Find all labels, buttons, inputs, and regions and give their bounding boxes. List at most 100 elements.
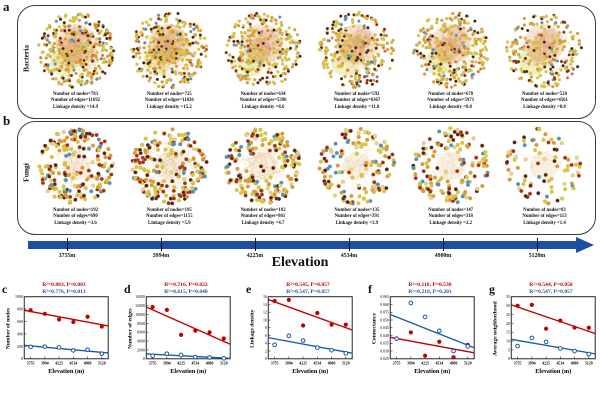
fungi-stats: R²=0.547, P=0.057 (286, 288, 330, 295)
bacteria-point (572, 325, 577, 330)
bacteria-network-graph (411, 11, 489, 89)
y-tick-label: 20 (506, 322, 510, 326)
fungi-point (408, 300, 414, 306)
bacteria-stats: R²=0.883, P=0.003 (42, 282, 86, 288)
bacteria-regression-line (511, 304, 596, 335)
y-tick-label: 4 (265, 342, 267, 346)
y-tick-label: 0 (265, 357, 267, 361)
scatter-plot-d: Number of edges 0 2000 4000 6000 8000 10000 120… (128, 295, 231, 375)
fungi-point (286, 333, 292, 339)
fungi-point (572, 348, 577, 354)
fungi-regression-line (268, 336, 353, 354)
bacteria-point (221, 336, 226, 341)
x-tick-label: 4900 (571, 361, 579, 365)
network-dots (505, 13, 584, 89)
panel-e-letter: e (246, 282, 252, 296)
y-tick-label: 30 (506, 304, 510, 308)
caption-edges: Number of edges=690 (53, 214, 98, 220)
fungi-network-row: Number of nodes=192 Number of edges=690 Li… (30, 125, 590, 227)
fungi-regression-line (146, 353, 231, 360)
fungi-network-4900m: Number of nodes=147 Number of edges=318 Li… (405, 125, 496, 227)
elevation-tick-mark (537, 238, 539, 251)
caption-edges: Number of edges=113 (522, 214, 567, 220)
caption-nodes: Number of nodes=520 (521, 92, 567, 97)
fungi-point (164, 351, 170, 357)
fungi-network-graph (410, 126, 490, 205)
fungi-stats: R²=0.547, P=0.057 (529, 288, 573, 295)
x-axis-label: Elevation (m) (292, 368, 328, 375)
fungi-point (422, 314, 428, 320)
fungi-point (272, 342, 277, 348)
caption-nodes: Number of nodes=192 (52, 208, 99, 213)
fungi-point (178, 352, 184, 358)
scatter-plot-f: Connectance 0.025 0.030 0.035 0.040 0.045 0.05… (372, 295, 475, 375)
y-tick-label: 12000 (135, 304, 145, 308)
x-tick-label: 3994 (163, 361, 171, 365)
caption-edges: Number of edges=391 (334, 214, 380, 220)
bacteria-point (56, 317, 62, 322)
x-tick-label: 3994 (41, 361, 49, 365)
scatter-plot-g: Average neighborhood 0 5 10 15 20 25 30 35 3755 39… (493, 295, 596, 375)
fungi-point (558, 346, 563, 351)
bacteria-network-graph (130, 11, 209, 90)
caption-linkage: Linkage density =1.4 (523, 220, 566, 226)
caption-nodes: Number of nodes=195 (146, 208, 192, 213)
network-caption: Number of nodes=195 Number of edges=1155 L… (146, 208, 193, 227)
caption-linkage: Linkage density =8.8 (429, 104, 472, 110)
caption-linkage: Linkage density =8.8 (523, 104, 566, 110)
scatter-plot-e: Linkage density 0 2 4 6 8 10 12 14 16 3755 3994 4225… (250, 295, 353, 375)
bacteria-network-5120m: Number of nodes=520 Number of edges=4561 L… (499, 9, 590, 111)
x-tick-label: 5120 (342, 361, 350, 365)
fungi-network-3755m: Number of nodes=192 Number of edges=690 Li… (30, 125, 121, 227)
bacteria-point (164, 307, 169, 312)
fungi-point (329, 347, 334, 353)
network-caption: Number of nodes=83 Number of edges=113 Lin… (522, 208, 566, 227)
panel-d-letter: d (124, 282, 131, 296)
y-tick-label: 400 (17, 332, 23, 336)
bacteria-network-4534m: Number of nodes=592 Number of edges=6367 L… (311, 9, 402, 111)
x-tick-label: 3755 (393, 361, 401, 365)
bacteria-point (529, 302, 534, 307)
y-tick-label: 200 (17, 345, 23, 349)
y-tick-label: 16 (263, 295, 267, 299)
x-tick-label: 3994 (407, 361, 415, 365)
network-dots (317, 126, 397, 206)
y-axis-label: Number of edges (128, 308, 134, 349)
fungi-network-graph (317, 126, 397, 206)
network-caption: Number of nodes=783 Number of edges=11692… (51, 92, 100, 111)
caption-linkage: Linkage density =11.8 (334, 104, 380, 110)
elevation-tick-label: 5120m (528, 253, 546, 259)
caption-edges: Number of edges=5396 (239, 98, 287, 104)
bacteria-point (272, 298, 277, 304)
fungi-point (529, 335, 535, 341)
y-tick-label: 8000 (137, 322, 145, 326)
network-dots (411, 11, 489, 89)
caption-nodes: Number of nodes=725 (146, 92, 192, 97)
elevation-tick-mark (443, 238, 445, 251)
caption-edges: Number of edges=11692 (50, 98, 100, 104)
x-tick-label: 3755 (514, 361, 522, 365)
y-axis-label: Connectance (372, 313, 378, 345)
bacteria-network-graph (317, 10, 395, 89)
plot-panel-f: f R²=0.118, P=0.530 R²=0.218, P=0.201 Conne… (368, 282, 480, 399)
caption-edges: Number of edges=1155 (145, 214, 193, 220)
caption-nodes: Number of nodes=592 (334, 92, 380, 97)
bacteria-point (178, 332, 184, 337)
fungi-point (221, 356, 227, 361)
x-tick-label: 5120 (98, 361, 106, 365)
y-tick-label: 0.050 (380, 318, 389, 322)
x-tick-label: 4900 (450, 361, 458, 365)
fungi-stats: R²=0.615, P=0.040 (164, 288, 208, 295)
caption-linkage: Linkage density =2.2 (429, 220, 472, 226)
elevation-tick-mark (67, 238, 69, 251)
bacteria-network-row: Number of nodes=783 Number of edges=11692… (30, 9, 590, 111)
fungi-point (193, 354, 198, 360)
regression-stats: R²=0.716, P=0.022 R²=0.615, P=0.040 (138, 282, 234, 295)
y-tick-label: 10000 (135, 313, 145, 317)
fungi-network-3994m: Number of nodes=195 Number of edges=1155 L… (124, 125, 215, 227)
elevation-axis-title: Elevation (271, 255, 329, 270)
bacteria-point (515, 303, 520, 308)
fungi-point (300, 338, 306, 343)
x-tick-label: 4225 (177, 361, 185, 365)
network-dots (317, 10, 395, 89)
